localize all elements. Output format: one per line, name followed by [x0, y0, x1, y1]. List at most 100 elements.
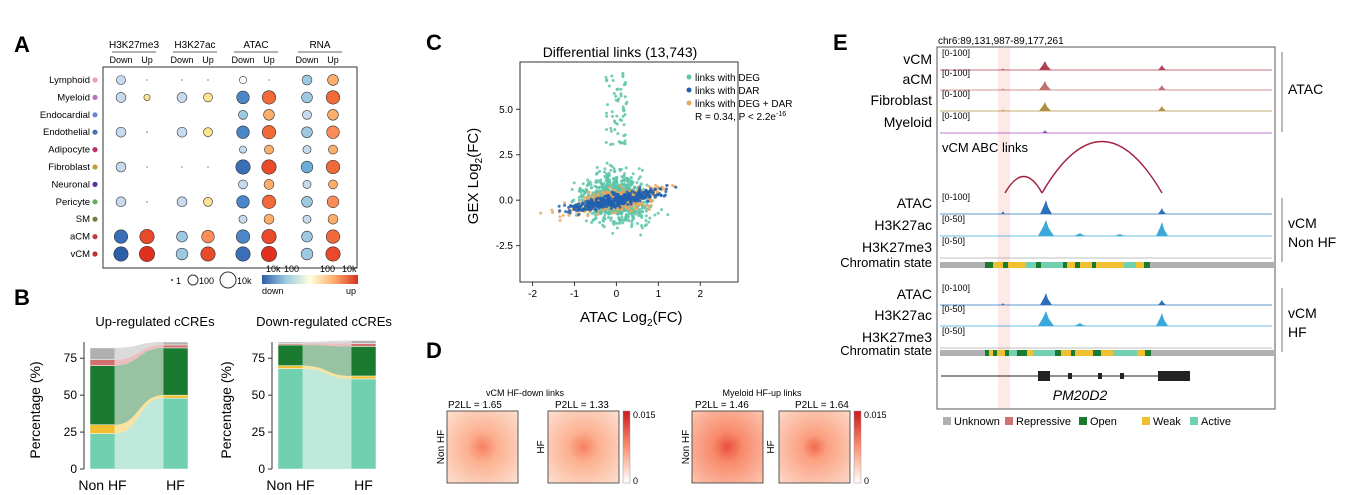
track-nonhf-h3k27ac-peak [1114, 234, 1126, 236]
c-point [594, 172, 598, 176]
gene-exon-3 [1098, 373, 1102, 379]
c-point [619, 207, 623, 211]
dot-sm-5 [263, 213, 275, 225]
panel-a-frame [102, 66, 358, 269]
c-point [586, 204, 590, 208]
c-point [584, 204, 588, 208]
c-point [567, 205, 571, 209]
c-point [632, 211, 636, 215]
b-down-bar-NonHF-2 [277, 344, 304, 366]
track-top-fibroblast-peak [1001, 109, 1005, 111]
dot-vcm-2 [175, 247, 189, 261]
panel-c-title: Differential links (13,743) [543, 44, 698, 60]
c-xtick-label: 0 [614, 289, 620, 300]
dot-endocardial-7 [327, 109, 339, 121]
panel-a-dots [113, 74, 341, 262]
dot-lymphoid-0 [116, 75, 126, 85]
dot-endothelial-5 [261, 125, 277, 140]
legend-swatch-unknown [943, 417, 951, 425]
dot-acm-1 [139, 229, 155, 245]
b-up-flow-4 [115, 342, 163, 360]
row-label-endocardial: Endocardial [40, 110, 90, 121]
panel-d-p2ll-3: P2LL = 1.46 [695, 400, 749, 411]
c-point [626, 214, 630, 218]
b-down-ytick-label: 50 [252, 388, 266, 402]
c-point [648, 195, 652, 199]
heatmap-vcm-hf [547, 410, 620, 484]
dot-pericyte-6 [301, 196, 313, 208]
c-point [638, 214, 642, 218]
b-down-bar-HF-2 [350, 346, 377, 377]
c-point [631, 195, 635, 199]
b-down-ytick-label: 0 [258, 462, 265, 476]
b-up-bar-HF-3 [162, 344, 189, 349]
track-hf-h3k27ac-label: H3K27ac [874, 307, 932, 323]
c-point [652, 193, 656, 197]
c-point [605, 161, 609, 165]
c-point [601, 223, 605, 227]
c-point [643, 206, 647, 210]
dot-myeloid-0 [115, 92, 127, 103]
gene-exon-5 [1158, 371, 1190, 381]
c-point [609, 126, 613, 130]
c-point [627, 210, 631, 214]
c-point [623, 139, 627, 143]
c-point [614, 211, 618, 215]
c-point [588, 180, 592, 184]
chromatin-hf-segment [993, 350, 997, 356]
c-point [629, 202, 633, 206]
chromatin-hf-segment [1093, 350, 1101, 356]
c-point [604, 141, 608, 145]
panel-d-rowlabel-1: Non HF [436, 430, 447, 464]
color-legend-up: up [346, 286, 356, 296]
c-point [634, 206, 638, 210]
c-point [593, 184, 597, 188]
c-point [653, 187, 657, 191]
b-up-flow-0 [115, 398, 163, 469]
c-point [629, 209, 633, 213]
panel-d-p2ll-1: P2LL = 1.65 [448, 400, 502, 411]
c-point [615, 179, 619, 183]
c-point [604, 128, 608, 132]
genome-coordinate: chr6:89,131,987-89,177,261 [938, 36, 1064, 47]
panel-d-rowlabel-2: HF [536, 440, 547, 453]
c-point [624, 176, 628, 180]
dot-fibroblast-0 [115, 161, 127, 173]
track-top-vcm-label: vCM [903, 51, 932, 67]
b-up-ytick-label: 0 [70, 462, 77, 476]
dot-acm-3 [201, 230, 215, 244]
dot-adipocyte-7 [328, 144, 338, 155]
heatmap-vcm-nonhf [446, 410, 519, 484]
c-point [641, 192, 645, 196]
panel-d-group-title-vcm: vCM HF-down links [486, 388, 565, 398]
b-up-bar-HF-0 [162, 397, 189, 470]
b-down-ytick-label: 75 [252, 351, 266, 365]
c-point [621, 141, 625, 145]
panel-c-ylabel: GEX Log2(FC) [465, 128, 485, 224]
stat-text: R = 0.34, P < 2.2e-16 [695, 111, 786, 123]
panel-a: A H3K27me3 Down Up H3K27ac Down Up ATAC Down Up R… [14, 32, 358, 296]
b-up-bar-HF-2 [162, 347, 189, 396]
dot-pericyte-0 [115, 196, 127, 208]
c-frame [519, 61, 739, 283]
c-xtick-label: -1 [570, 289, 579, 300]
color-legend-down: down [262, 286, 284, 296]
c-point [612, 191, 616, 195]
dot-fibroblast-3 [207, 166, 209, 168]
b-down-bar-HF-1 [350, 375, 377, 380]
c-point [618, 195, 622, 199]
dot-pericyte-7 [326, 195, 340, 208]
c-point [648, 189, 652, 193]
c-point [674, 185, 678, 189]
dot-myeloid-3 [203, 92, 213, 103]
panel-c-ylabel-tail: (FC) [465, 128, 482, 158]
c-point [615, 88, 619, 92]
row-color-dot [92, 181, 98, 187]
c-point [572, 198, 576, 202]
c-point [599, 181, 603, 185]
c-point [582, 202, 586, 206]
c-point [594, 190, 598, 194]
c-point [612, 220, 616, 224]
b-down-flow-1 [303, 365, 351, 379]
panel-a-label: A [14, 32, 30, 57]
